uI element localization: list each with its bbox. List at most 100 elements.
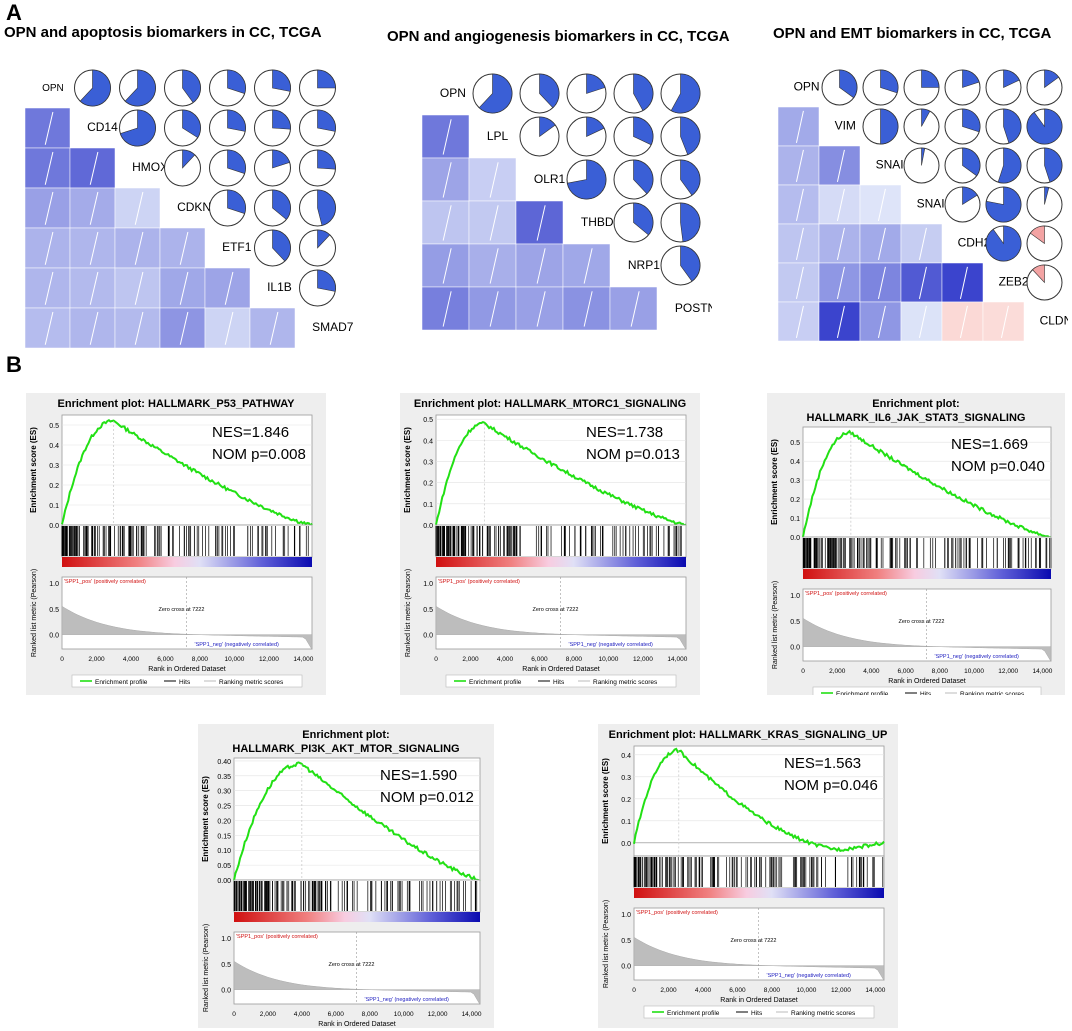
metric-frame <box>435 576 687 650</box>
corr-cell-slash <box>836 305 845 338</box>
corr-pie-slice <box>79 69 111 107</box>
corr-cell-cdh2-snai2 <box>900 223 943 264</box>
metric-frame <box>233 931 481 1005</box>
es-tick-label: 0.5 <box>423 417 433 424</box>
corr-cell-slash <box>224 271 234 305</box>
corr-cell-thbd-opn <box>422 200 470 245</box>
ranking-metric-area <box>61 605 313 651</box>
corr-cell-nrp1-lpl <box>468 243 517 288</box>
gsea-plot-pi3k: Enrichment plot: HALLMARK_PI3K_AKT_MTOR_S… <box>198 724 494 1028</box>
corr-cell-slash <box>489 162 499 198</box>
corr-pie-slice <box>633 73 654 111</box>
corr-cell-cldn1-cdh2 <box>941 301 984 342</box>
metric-frame <box>633 907 885 981</box>
corr-cell-cdkn1a-hmox1 <box>114 187 161 229</box>
corr-cell-thbd-lpl <box>468 200 517 245</box>
x-axis-label: Rank in Ordered Dataset <box>522 666 599 673</box>
gsea-plot-p53: Enrichment plot: HALLMARK_P53_PATHWAY 0.5… <box>26 393 326 695</box>
x-tick-label: 8,000 <box>192 656 209 663</box>
x-tick-label: 14,000 <box>865 987 885 994</box>
gene-label-etf1: ETF1 <box>222 240 252 254</box>
corr-pie-slice <box>317 149 336 170</box>
x-tick-label: 10,000 <box>598 656 618 663</box>
enrichment-profile-line <box>233 761 481 883</box>
corr-pie-slice <box>997 147 1022 184</box>
x-tick-label: 6,000 <box>531 656 548 663</box>
enrichment-profile-line <box>802 429 1052 539</box>
es-tick-label: 0.3 <box>49 463 59 470</box>
corr-cell-zeb2-snai2 <box>900 262 943 303</box>
corr-cell-postn-thbd <box>562 286 611 331</box>
x-tick-label: 2,000 <box>829 668 846 675</box>
corr-cell-slash <box>536 291 546 327</box>
metric-frame <box>61 576 313 650</box>
gene-label-opn: OPN <box>440 86 466 100</box>
metric-tick-label: 1.0 <box>49 581 59 588</box>
plot-title: Enrichment plot: HALLMARK_KRAS_SIGNALING… <box>609 729 888 741</box>
pos-correlated-label: 'SPP1_pos' (positively correlated) <box>236 934 318 940</box>
corr-cell-slash <box>877 188 886 221</box>
x-axis-label: Rank in Ordered Dataset <box>720 997 797 1004</box>
gene-label-thbd: THBD <box>581 215 614 229</box>
corr-pie-slice <box>1003 108 1022 144</box>
corr-pie-slice <box>317 229 331 249</box>
corr-cell-slash <box>536 205 546 241</box>
corr-cell-slash <box>44 191 54 225</box>
x-tick-label: 8,000 <box>566 656 583 663</box>
corr-cell-vim-opn <box>778 106 820 147</box>
corr-cell-slash <box>630 291 640 327</box>
metric-tick-label: 0.0 <box>790 645 800 652</box>
corr-cell-zeb2-vim <box>818 262 861 303</box>
corr-cell-cldn1-vim <box>818 301 861 342</box>
legend-box <box>71 674 303 688</box>
metric-ylabel: Ranked list metric (Pearson) <box>203 924 210 1012</box>
metric-ylabel: Ranked list metric (Pearson) <box>603 900 610 988</box>
corr-cell-il1b-opn <box>25 267 71 309</box>
corr-cell-olr1-lpl <box>468 157 517 202</box>
es-tick-label: 0.3 <box>790 478 800 485</box>
es-tick-label: 0.1 <box>790 516 800 523</box>
nom-p-value: NOM p=0.046 <box>784 777 878 794</box>
x-tick-label: 0 <box>801 668 805 675</box>
neg-correlated-label: 'SPP1_neg' (negatively correlated) <box>365 997 450 1003</box>
corr-pie-slice <box>839 69 858 99</box>
legend-metric-label: Ranking metric scores <box>960 691 1025 695</box>
corr-cell-slash <box>836 188 845 221</box>
corr-cell-slash <box>179 271 189 305</box>
x-tick-label: 2,000 <box>462 656 479 663</box>
x-tick-label: 6,000 <box>157 656 174 663</box>
corr-cell-slash <box>89 271 99 305</box>
es-tick-label: 0.2 <box>790 497 800 504</box>
es-tick-label: 0.0 <box>423 523 433 530</box>
es-tick-label: 0.5 <box>790 440 800 447</box>
corr-pie-slice <box>1044 186 1050 205</box>
corr-cell-slash <box>44 111 54 145</box>
corr-cell-lpl-opn <box>422 114 470 159</box>
corr-cell-postn-nrp1 <box>609 286 658 331</box>
corr-cell-cdh2-snai1 <box>859 223 902 264</box>
es-tick-label: 0.05 <box>217 863 231 870</box>
x-tick-label: 12,000 <box>259 656 279 663</box>
corr-cell-smad7-etf1 <box>204 307 251 349</box>
corr-cell-slash <box>489 291 499 327</box>
x-tick-label: 8,000 <box>362 1011 379 1018</box>
gene-label-vim: VIM <box>835 119 856 133</box>
panel-a-label: A <box>6 0 22 25</box>
corr-pie-slice <box>120 109 156 147</box>
x-tick-label: 12,000 <box>998 668 1018 675</box>
corr-pie-slice <box>317 69 336 89</box>
plot-title: Enrichment plot: HALLMARK_MTORC1_SIGNALI… <box>414 398 686 410</box>
corr-cell-slash <box>134 311 144 345</box>
corr-cell-slash <box>89 231 99 265</box>
es-ylabel: Enrichment score (ES) <box>403 427 412 513</box>
metric-ylabel: Ranked list metric (Pearson) <box>31 569 38 657</box>
legend-profile-label: Enrichment profile <box>836 691 889 695</box>
corr-pie-slice <box>880 69 899 94</box>
metric-tick-label: 1.0 <box>621 912 631 919</box>
corr-cell-slash <box>89 311 99 345</box>
zero-cross-label: Zero cross at 7222 <box>731 938 777 944</box>
es-tick-label: 0.10 <box>217 848 231 855</box>
gene-label-snai2: SNAI2 <box>917 197 952 211</box>
nes-value: NES=1.738 <box>586 424 663 441</box>
